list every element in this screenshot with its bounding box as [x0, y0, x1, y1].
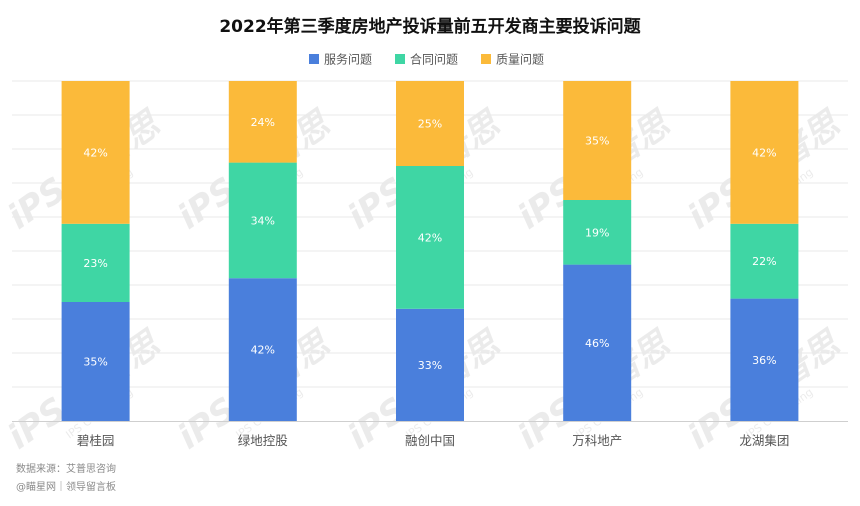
- legend-item-服务问题: 服务问题: [309, 52, 372, 67]
- footer-credit: @瞄星网｜领导留言板: [16, 482, 116, 493]
- data-label: 42%: [251, 344, 275, 357]
- data-label: 35%: [585, 135, 609, 148]
- data-label: 19%: [585, 226, 609, 239]
- bar-合同问题-融创中国: [396, 166, 464, 309]
- data-label: 42%: [83, 146, 107, 159]
- x-tick-label: 绿地控股: [238, 433, 289, 448]
- data-label: 36%: [752, 354, 776, 367]
- bar-服务问题-龙湖集团: [730, 298, 799, 421]
- legend: 服务问题 合同问题 质量问题: [309, 52, 544, 67]
- legend-item-质量问题: 质量问题: [481, 53, 544, 67]
- bar-服务问题-融创中国: [396, 308, 464, 421]
- x-tick-label: 融创中国: [405, 433, 455, 448]
- bar-服务问题-万科地产: [563, 264, 632, 421]
- legend-swatch: [395, 54, 405, 64]
- data-label: 42%: [418, 231, 442, 244]
- legend-label: 合同问题: [410, 52, 458, 67]
- bars: [61, 81, 799, 421]
- chart-title: 2022年第三季度房地产投诉量前五开发商主要投诉问题: [219, 16, 641, 37]
- legend-item-合同问题: 合同问题: [395, 52, 458, 67]
- bar-合同问题-龙湖集团: [730, 223, 799, 299]
- bar-合同问题-绿地控股: [228, 162, 297, 279]
- data-label: 24%: [251, 116, 275, 129]
- x-tick-label: 碧桂园: [77, 433, 115, 448]
- legend-swatch: [481, 54, 491, 64]
- bar-质量问题-万科地产: [563, 81, 632, 200]
- bar-质量问题-碧桂园: [61, 81, 130, 224]
- x-axis: 碧桂园 绿地控股 融创中国 万科地产 龙湖集团: [12, 421, 848, 448]
- bar-合同问题-万科地产: [563, 200, 632, 265]
- data-label: 23%: [83, 257, 107, 270]
- x-tick-label: 龙湖集团: [739, 433, 789, 448]
- bar-服务问题-碧桂园: [61, 302, 130, 421]
- bar-质量问题-龙湖集团: [730, 81, 799, 224]
- data-label: 35%: [83, 356, 107, 369]
- data-label: 25%: [418, 118, 442, 131]
- data-label: 42%: [752, 146, 776, 159]
- data-label: 33%: [418, 359, 442, 372]
- legend-label: 质量问题: [496, 53, 544, 67]
- bar-服务问题-绿地控股: [228, 278, 297, 421]
- bar-质量问题-融创中国: [396, 81, 464, 166]
- x-tick-label: 万科地产: [572, 433, 622, 448]
- bar-质量问题-绿地控股: [228, 81, 297, 163]
- data-label: 22%: [752, 255, 776, 268]
- data-label: 46%: [585, 337, 609, 350]
- legend-swatch: [309, 54, 319, 64]
- data-labels: 35% 23% 42% 42% 34% 24% 33% 42% 25% 46% 19% 35% 36% 2…: [83, 116, 776, 372]
- bar-合同问题-碧桂园: [61, 223, 130, 302]
- legend-label: 服务问题: [324, 52, 372, 67]
- data-label: 34%: [251, 214, 275, 227]
- data-source: 数据来源：艾普思咨询: [16, 464, 116, 475]
